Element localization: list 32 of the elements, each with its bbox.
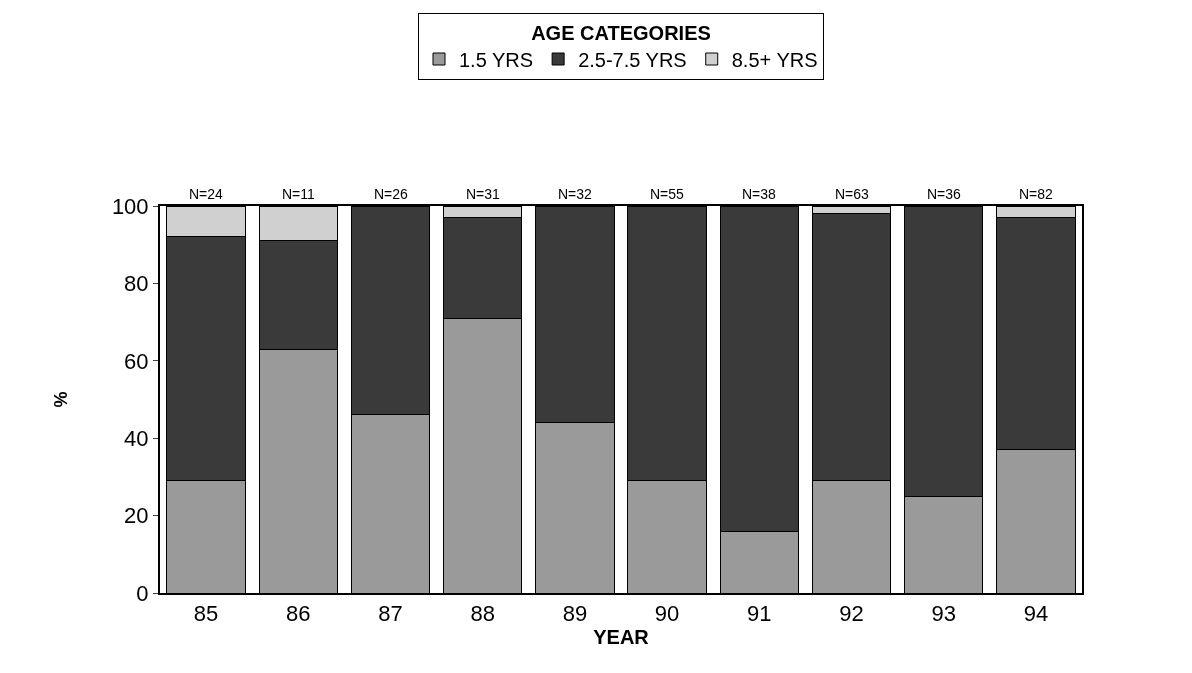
legend-label: 8.5+ YRS [731, 48, 818, 71]
annotation: N=11 [282, 186, 316, 202]
annotation: N=32 [558, 186, 593, 202]
x-tick-label: 91 [747, 601, 772, 627]
y-tick-label: 40 [124, 425, 149, 451]
y-axis-title: % [50, 391, 71, 408]
annotation: N=24 [189, 186, 224, 202]
annotation: N=55 [650, 186, 685, 202]
x-tick-label: 94 [1023, 601, 1049, 627]
x-tick-label: 89 [562, 601, 588, 627]
annotation: N=63 [835, 186, 870, 202]
x-tick-label: 86 [286, 601, 311, 627]
legend-title: AGE CATEGORIES [531, 21, 711, 44]
y-tick-label: 20 [124, 503, 149, 529]
y-tick-label: 100 [111, 193, 149, 219]
x-tick-label: 93 [931, 601, 956, 627]
annotation: N=36 [927, 186, 962, 202]
x-tick-label: 88 [470, 601, 495, 627]
x-axis-title: YEAR [593, 626, 650, 649]
y-tick-label: 0 [136, 580, 149, 606]
x-tick-label: 90 [654, 601, 680, 627]
y-tick-label: 80 [124, 271, 149, 297]
annotation: N=82 [1019, 186, 1054, 202]
x-tick-label: 87 [378, 601, 403, 627]
x-tick-label: 92 [839, 601, 864, 627]
annotation: N=26 [374, 186, 409, 202]
y-tick-label: 60 [124, 348, 149, 374]
legend-label: 2.5-7.5 YRS [578, 48, 687, 71]
annotation: N=31 [466, 186, 501, 202]
annotation: N=38 [742, 186, 777, 202]
legend-label: 1.5 YRS [459, 48, 534, 71]
x-tick-label: 85 [193, 601, 219, 627]
